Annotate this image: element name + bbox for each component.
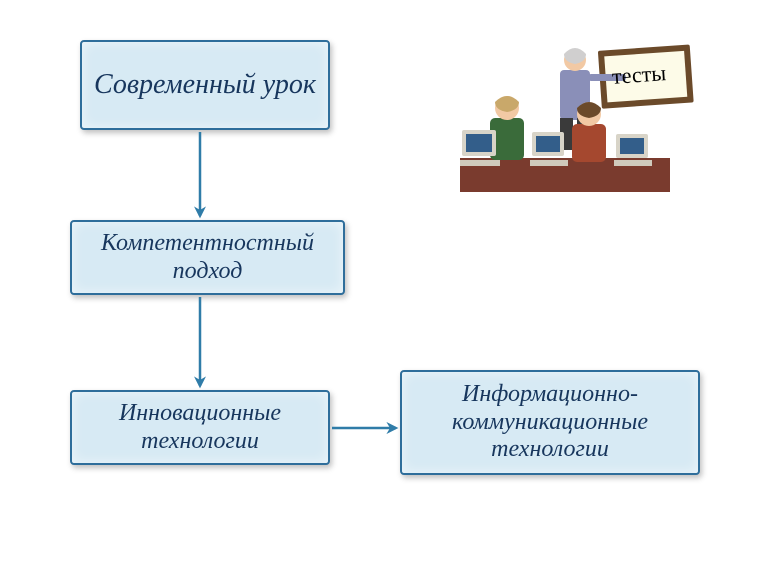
node-label: Инновационные технологии (78, 400, 322, 455)
flowchart-node-innovative-technologies: Инновационные технологии (70, 390, 330, 465)
flowchart-node-ict: Информационно-коммуникационные технологи… (400, 370, 700, 475)
node-label: Информационно-коммуникационные технологи… (408, 381, 692, 464)
node-label: Компетентностный подход (78, 230, 337, 285)
flowchart-node-modern-lesson: Современный урок (80, 40, 330, 130)
board-label: тесты (611, 60, 667, 90)
flowchart-node-competence-approach: Компетентностный подход (70, 220, 345, 295)
node-label: Современный урок (94, 69, 316, 101)
